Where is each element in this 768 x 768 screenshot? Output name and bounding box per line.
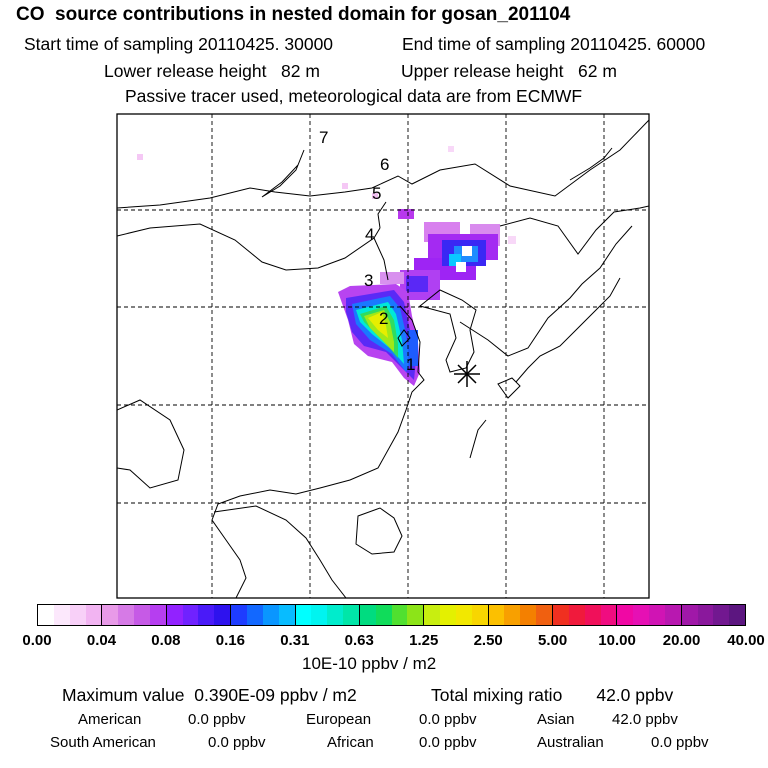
colorbar-cell <box>553 605 569 625</box>
colorbar-cell <box>407 605 425 625</box>
american-label: American <box>78 711 142 728</box>
colorbar-cell <box>246 605 263 625</box>
colorbar-tick-label: 0.00 <box>22 632 52 649</box>
colorbar-tick-label: 10.00 <box>598 632 636 649</box>
colorbar-cell <box>69 605 86 625</box>
maximum-value-label: Maximum value 0.390E-09 ppbv / m2 <box>62 685 357 705</box>
trajectory-label-2: 2 <box>379 309 388 328</box>
colorbar-cell <box>504 605 521 625</box>
colorbar-cell <box>488 605 505 625</box>
northeast-plume <box>380 209 500 300</box>
colorbar-cell <box>471 605 489 625</box>
lower-release-height-label: Lower release height 82 m <box>104 61 320 81</box>
colorbar-cell <box>649 605 665 625</box>
colorbar-cell <box>85 605 103 625</box>
african-label: African <box>327 734 374 751</box>
trajectory-label-6: 6 <box>380 155 389 174</box>
australian-label: Australian <box>537 734 604 751</box>
trajectory-label-5: 5 <box>372 184 381 203</box>
colorbar-cell <box>134 605 150 625</box>
colorbar-cell <box>424 605 441 625</box>
colorbar-cell <box>440 605 456 625</box>
colorbar-cell <box>633 605 650 625</box>
colorbar-tick-label: 0.04 <box>86 632 117 649</box>
colorbar-cell <box>729 605 746 625</box>
colorbar-tick-label: 0.08 <box>151 632 181 649</box>
colorbar <box>37 604 746 626</box>
european-label: European <box>306 711 372 728</box>
colorbar-cell <box>38 605 54 625</box>
european-value: 0.0 ppbv <box>419 711 477 728</box>
colorbar-tick-label: 5.00 <box>538 632 568 649</box>
trajectory-labels: 1 2 3 4 5 6 7 <box>319 128 415 374</box>
colorbar-cell <box>343 605 360 625</box>
trajectory-label-3: 3 <box>364 271 373 290</box>
colorbar-cell <box>375 605 392 625</box>
colorbar-cell <box>359 605 376 625</box>
upper-release-height-label: Upper release height 62 m <box>401 61 617 81</box>
colorbar-cell <box>664 605 682 625</box>
colorbar-cell <box>681 605 698 625</box>
trajectory-label-4: 4 <box>365 225 374 244</box>
colorbar-cell <box>182 605 199 625</box>
colorbar-cell <box>149 605 167 625</box>
colorbar-cell <box>617 605 634 625</box>
colorbar-cell <box>568 605 585 625</box>
colorbar-tick-label: 0.31 <box>280 632 310 649</box>
colorbar-cell <box>166 605 183 625</box>
colorbar-cell <box>262 605 279 625</box>
colorbar-cell <box>697 605 714 625</box>
colorbar-cell <box>391 605 408 625</box>
colorbar-cell <box>102 605 119 625</box>
colorbar-cell <box>311 605 328 625</box>
map-frame <box>116 113 650 599</box>
receptor-asterisk-icon <box>454 361 480 387</box>
colorbar-cell <box>118 605 135 625</box>
start-time-label: Start time of sampling 20110425. 30000 <box>24 34 334 54</box>
colorbar-cell <box>198 605 215 625</box>
colorbar-tick-label: 0.63 <box>344 632 374 649</box>
colorbar-tick-label: 40.00 <box>727 632 765 649</box>
graticule <box>117 114 649 598</box>
colorbar-cell <box>600 605 618 625</box>
coastlines-and-borders <box>117 119 649 598</box>
colorbar-tick-label: 1.25 <box>409 632 439 649</box>
colorbar-cell <box>231 605 247 625</box>
south-american-label: South American <box>50 734 156 751</box>
colorbar-cell <box>536 605 553 625</box>
trajectory-label-1: 1 <box>406 355 415 374</box>
colorbar-tick-label: 0.16 <box>215 632 245 649</box>
southwest-plume <box>338 284 420 386</box>
total-mixing-ratio-label: Total mixing ratio 42.0 ppbv <box>431 685 674 705</box>
australian-value: 0.0 ppbv <box>651 734 709 751</box>
colorbar-cell <box>278 605 296 625</box>
colorbar-cell <box>520 605 537 625</box>
tracer-info-label: Passive tracer used, meteorological data… <box>125 86 583 106</box>
colorbar-tick-label: 2.50 <box>473 632 503 649</box>
concentration-field <box>137 146 516 386</box>
colorbar-cell <box>713 605 730 625</box>
colorbar-cell <box>214 605 232 625</box>
colorbar-units-label: 10E-10 ppbv / m2 <box>302 654 437 673</box>
colorbar-cell <box>53 605 70 625</box>
south-american-value: 0.0 ppbv <box>208 734 266 751</box>
trajectory-label-7: 7 <box>319 128 328 147</box>
american-value: 0.0 ppbv <box>188 711 246 728</box>
african-value: 0.0 ppbv <box>419 734 477 751</box>
asian-label: Asian <box>537 711 575 728</box>
end-time-label: End time of sampling 20110425. 60000 <box>402 34 706 54</box>
colorbar-cell <box>584 605 601 625</box>
colorbar-tick-label: 20.00 <box>662 632 701 649</box>
colorbar-cell <box>455 605 472 625</box>
colorbar-cell <box>295 605 312 625</box>
asian-value: 42.0 ppbv <box>612 711 678 728</box>
plot-title: CO source contributions in nested domain… <box>16 4 571 25</box>
colorbar-cell <box>327 605 344 625</box>
